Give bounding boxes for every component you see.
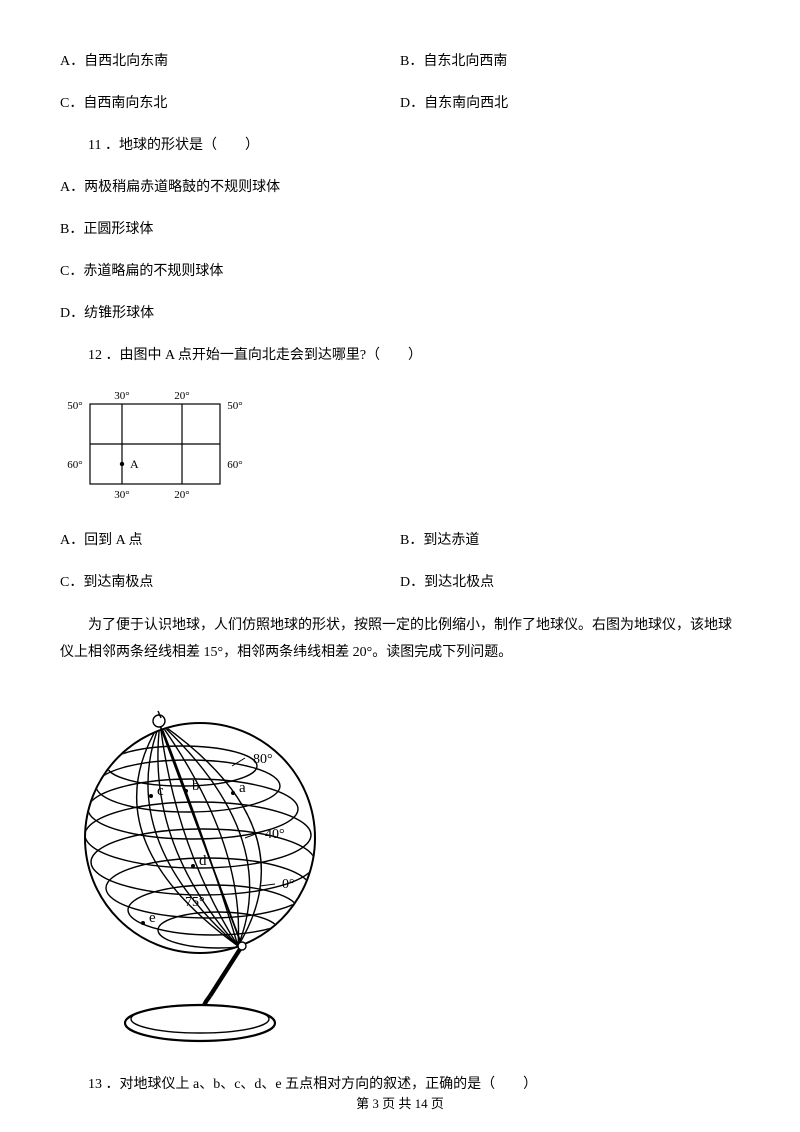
globe-svg: 80° 40° 0° 75° a b c d e <box>60 688 340 1058</box>
q10-option-a: A．自西北向东南 <box>60 50 400 70</box>
q13-stem: 13 ．对地球仪上 a、b、c、d、e 五点相对方向的叙述，正确的是（ ） <box>60 1073 740 1093</box>
svg-text:60°: 60° <box>227 459 242 471</box>
q10-option-b: B．自东北向西南 <box>400 50 740 70</box>
globe-intro: 为了便于认识地球，人们仿照地球的形状，按照一定的比例缩小，制作了地球仪。右图为地… <box>60 613 740 666</box>
q12-map-svg: 30° 20° 30° 20° 50° 60° 50° 60° A <box>60 386 250 506</box>
q12-option-a: A．回到 A 点 <box>60 529 400 549</box>
q12-option-b: B．到达赤道 <box>400 529 740 549</box>
page-footer: 第 3 页 共 14 页 <box>0 1093 800 1112</box>
q10-options-row-cd: C．自西南向东北 D．自东南向西北 <box>60 92 740 112</box>
svg-text:50°: 50° <box>67 400 82 412</box>
q12-options-row-ab: A．回到 A 点 B．到达赤道 <box>60 529 740 549</box>
svg-text:20°: 20° <box>174 390 189 402</box>
svg-text:50°: 50° <box>227 400 242 412</box>
q11-option-b: B．正圆形球体 <box>60 218 740 238</box>
svg-text:80°: 80° <box>253 752 273 767</box>
svg-text:40°: 40° <box>265 827 285 842</box>
q12-map-figure: 30° 20° 30° 20° 50° 60° 50° 60° A <box>60 386 740 511</box>
q11-option-d: D．纺锥形球体 <box>60 302 740 322</box>
q12-option-d: D．到达北极点 <box>400 571 740 591</box>
svg-text:b: b <box>192 778 200 794</box>
svg-text:c: c <box>157 783 164 799</box>
svg-text:75°: 75° <box>185 895 205 910</box>
svg-text:e: e <box>149 910 156 926</box>
svg-text:a: a <box>239 780 246 796</box>
q12-options-row-cd: C．到达南极点 D．到达北极点 <box>60 571 740 591</box>
svg-text:30°: 30° <box>114 390 129 402</box>
q12-option-c: C．到达南极点 <box>60 571 400 591</box>
globe-figure: 80° 40° 0° 75° a b c d e <box>60 688 740 1063</box>
q11-option-c: C．赤道略扁的不规则球体 <box>60 260 740 280</box>
svg-text:30°: 30° <box>114 489 129 501</box>
svg-text:A: A <box>130 457 139 471</box>
q11-option-a: A．两极稍扁赤道略鼓的不规则球体 <box>60 176 740 196</box>
svg-text:60°: 60° <box>67 459 82 471</box>
q10-options-row-ab: A．自西北向东南 B．自东北向西南 <box>60 50 740 70</box>
q10-option-d: D．自东南向西北 <box>400 92 740 112</box>
q12-stem: 12 ．由图中 A 点开始一直向北走会到达哪里?（ ） <box>60 344 740 364</box>
q10-option-c: C．自西南向东北 <box>60 92 400 112</box>
svg-text:0°: 0° <box>282 877 295 892</box>
svg-text:d: d <box>199 853 207 869</box>
svg-text:20°: 20° <box>174 489 189 501</box>
q11-stem: 11 ．地球的形状是（ ） <box>60 134 740 154</box>
